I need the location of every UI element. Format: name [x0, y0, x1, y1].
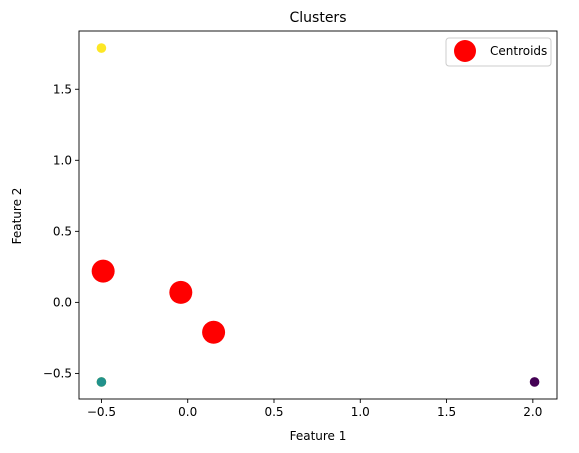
y-axis-label: Feature 2: [10, 188, 24, 245]
x-tick-label-4: 1.5: [437, 405, 456, 419]
y-tick-label-4: 1.5: [53, 82, 72, 96]
x-tick-label-1: 0.0: [178, 405, 197, 419]
y-tick-label-2: 0.5: [53, 224, 72, 238]
legend: Centroids: [445, 37, 552, 67]
centroid-point-1: [169, 280, 193, 304]
x-axis-label: Feature 1: [290, 429, 347, 443]
centroid-point-2: [202, 320, 226, 344]
data-point-3: [529, 377, 540, 387]
y-tick-label-1: 0.0: [53, 295, 72, 309]
x-tick-label-5: 2.0: [523, 405, 542, 419]
y-tick-label-3: 1.0: [53, 153, 72, 167]
data-point-2: [96, 377, 107, 387]
x-tick-label-2: 0.5: [264, 405, 283, 419]
centroid-point-0: [91, 259, 115, 283]
plot-frame: [78, 30, 558, 400]
x-tick-label-0: −0.5: [87, 405, 116, 419]
plot-layer: −0.5 0.0 0.5 1.0 1.5 2.0 −0.5 0.0 0.5 1.0 1.5 Centr…: [43, 30, 558, 419]
legend-label-centroids: Centroids: [490, 44, 547, 58]
y-tick-label-0: −0.5: [43, 366, 72, 380]
x-tick-label-3: 1.0: [351, 405, 370, 419]
data-point-0: [96, 43, 107, 53]
chart-title: Clusters: [290, 10, 347, 26]
legend-marker-centroids: [454, 40, 476, 62]
